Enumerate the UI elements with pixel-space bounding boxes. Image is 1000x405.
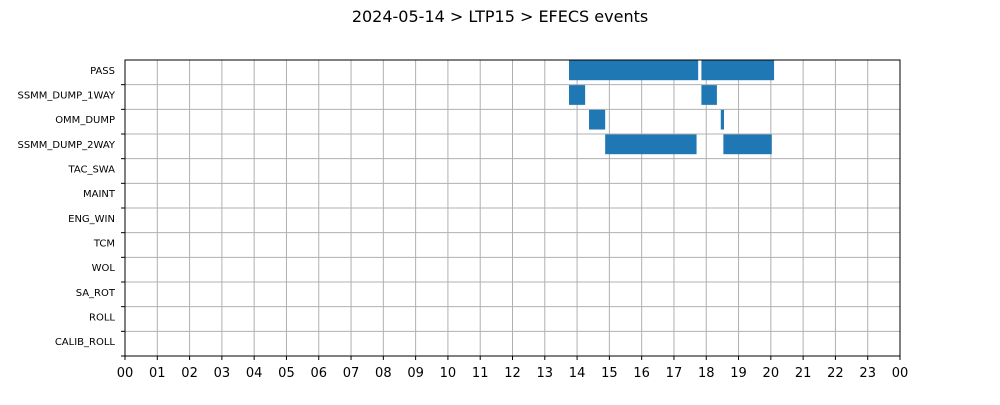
x-tick-label: 17 [666,366,683,381]
x-tick-label: 13 [537,366,554,381]
x-tick-label: 03 [214,366,231,381]
x-tick-label: 02 [181,366,198,381]
x-tick-label: 21 [795,366,812,381]
y-tick-label: TCM [93,239,115,250]
x-tick-label: 06 [310,366,327,381]
x-tick-label: 00 [117,366,134,381]
chart-title: 2024-05-14 > LTP15 > EFECS events [352,7,648,26]
x-tick-label: 20 [763,366,780,381]
event-bar [720,109,725,130]
x-tick-label: 12 [504,366,521,381]
y-tick-label: SA_ROT [76,288,116,299]
x-tick-label: 04 [246,366,263,381]
y-tick-label: PASS [90,66,115,77]
y-axis: PASS SSMM_DUMP_1WAY OMM_DUMP SSMM_DUMP_2WAY… [17,66,125,357]
y-tick-label: ROLL [89,313,115,324]
y-tick-label: SSMM_DUMP_2WAY [17,140,115,151]
x-tick-label: 22 [827,366,844,381]
x-axis: 00 01 02 03 04 05 06 07 08 09 10 11 12 13 14 15 16 17 18 19… [117,356,909,381]
y-tick-label: CALIB_ROLL [55,337,116,348]
x-tick-label: 07 [343,366,360,381]
event-bar [701,60,775,81]
x-tick-label: 11 [472,366,489,381]
y-tick-label: WOL [92,263,116,274]
x-tick-label: 05 [278,366,295,381]
x-tick-label: 19 [730,366,747,381]
x-tick-label: 08 [375,366,392,381]
x-tick-label: 16 [633,366,650,381]
y-tick-label: SSMM_DUMP_1WAY [17,91,115,102]
grid-layer [124,60,901,356]
x-tick-label: 23 [859,366,876,381]
y-tick-label: TAC_SWA [67,165,115,176]
event-bar [723,134,772,155]
x-tick-label: 00 [892,366,909,381]
event-bar [589,109,606,130]
y-tick-label: OMM_DUMP [55,115,115,126]
y-tick-label: MAINT [83,189,116,200]
x-tick-label: 09 [407,366,424,381]
event-bar [569,60,699,81]
x-tick-label: 15 [601,366,618,381]
x-tick-label: 01 [149,366,166,381]
x-tick-label: 10 [440,366,457,381]
event-bar [569,85,586,105]
x-tick-label: 14 [569,366,586,381]
event-bar [701,85,717,105]
bar-layer [569,60,775,155]
event-bar [605,134,697,155]
x-tick-label: 18 [698,366,715,381]
y-tick-label: ENG_WIN [68,214,115,225]
